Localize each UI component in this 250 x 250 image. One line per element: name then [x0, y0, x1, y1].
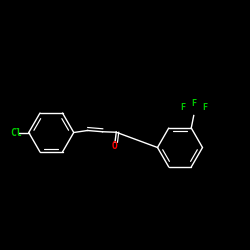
Text: F: F — [191, 98, 196, 108]
Text: F: F — [180, 103, 185, 112]
Text: F: F — [202, 103, 207, 112]
Text: Cl: Cl — [10, 128, 22, 138]
Text: O: O — [112, 141, 118, 151]
